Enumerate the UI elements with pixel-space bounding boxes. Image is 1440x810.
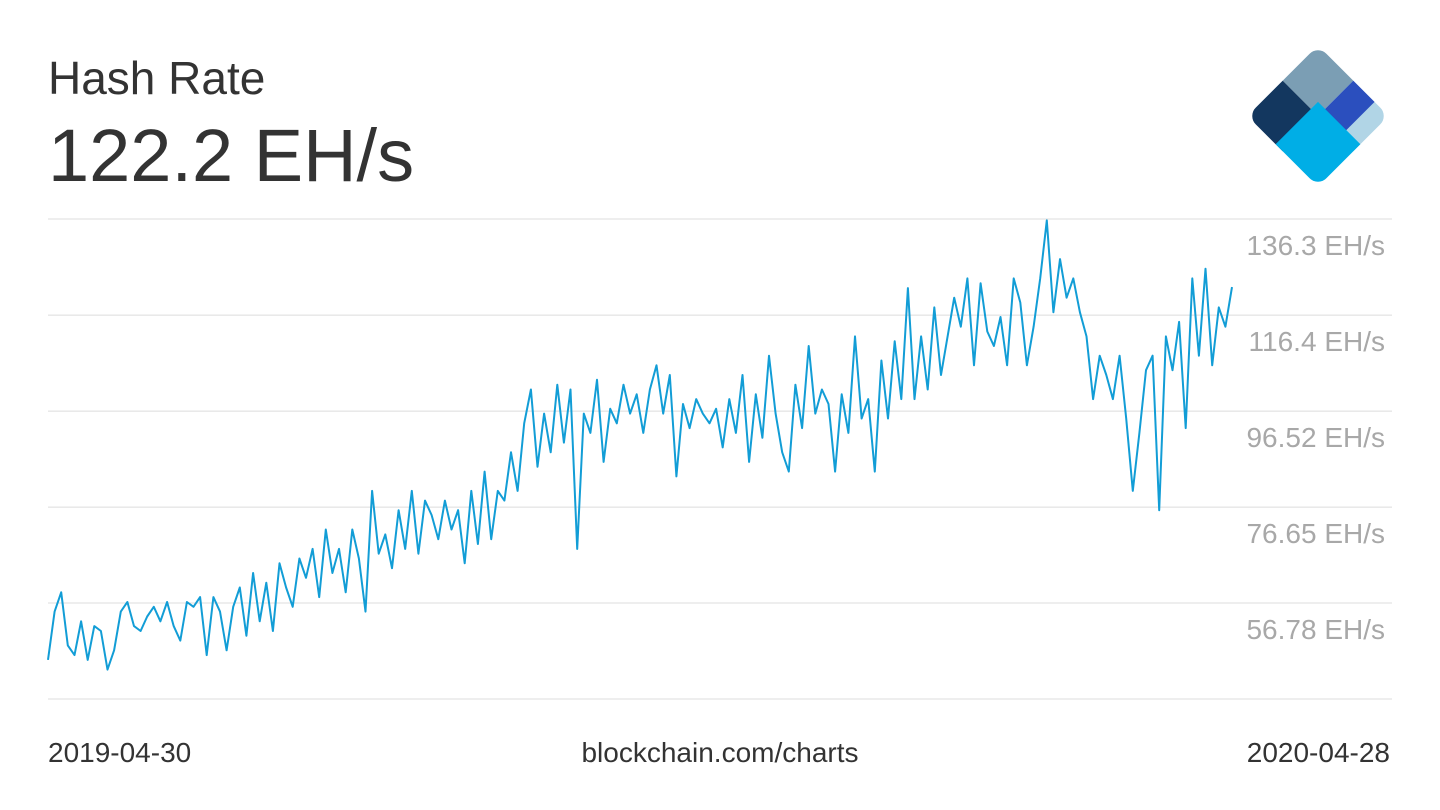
hash-rate-line [47, 219, 1233, 671]
y-tick-label: 136.3 EH/s [1246, 230, 1385, 261]
y-tick-label: 56.78 EH/s [1246, 614, 1385, 645]
logo [1247, 45, 1389, 187]
source-label: blockchain.com/charts [581, 737, 858, 768]
y-tick-label: 96.52 EH/s [1246, 422, 1385, 453]
x-start-label: 2019-04-30 [48, 737, 191, 768]
chart-subtitle: 122.2 EH/s [48, 114, 414, 197]
x-end-label: 2020-04-28 [1247, 737, 1390, 768]
y-tick-label: 116.4 EH/s [1249, 326, 1385, 357]
y-tick-label: 76.65 EH/s [1246, 518, 1385, 549]
chart-title: Hash Rate [48, 52, 265, 104]
